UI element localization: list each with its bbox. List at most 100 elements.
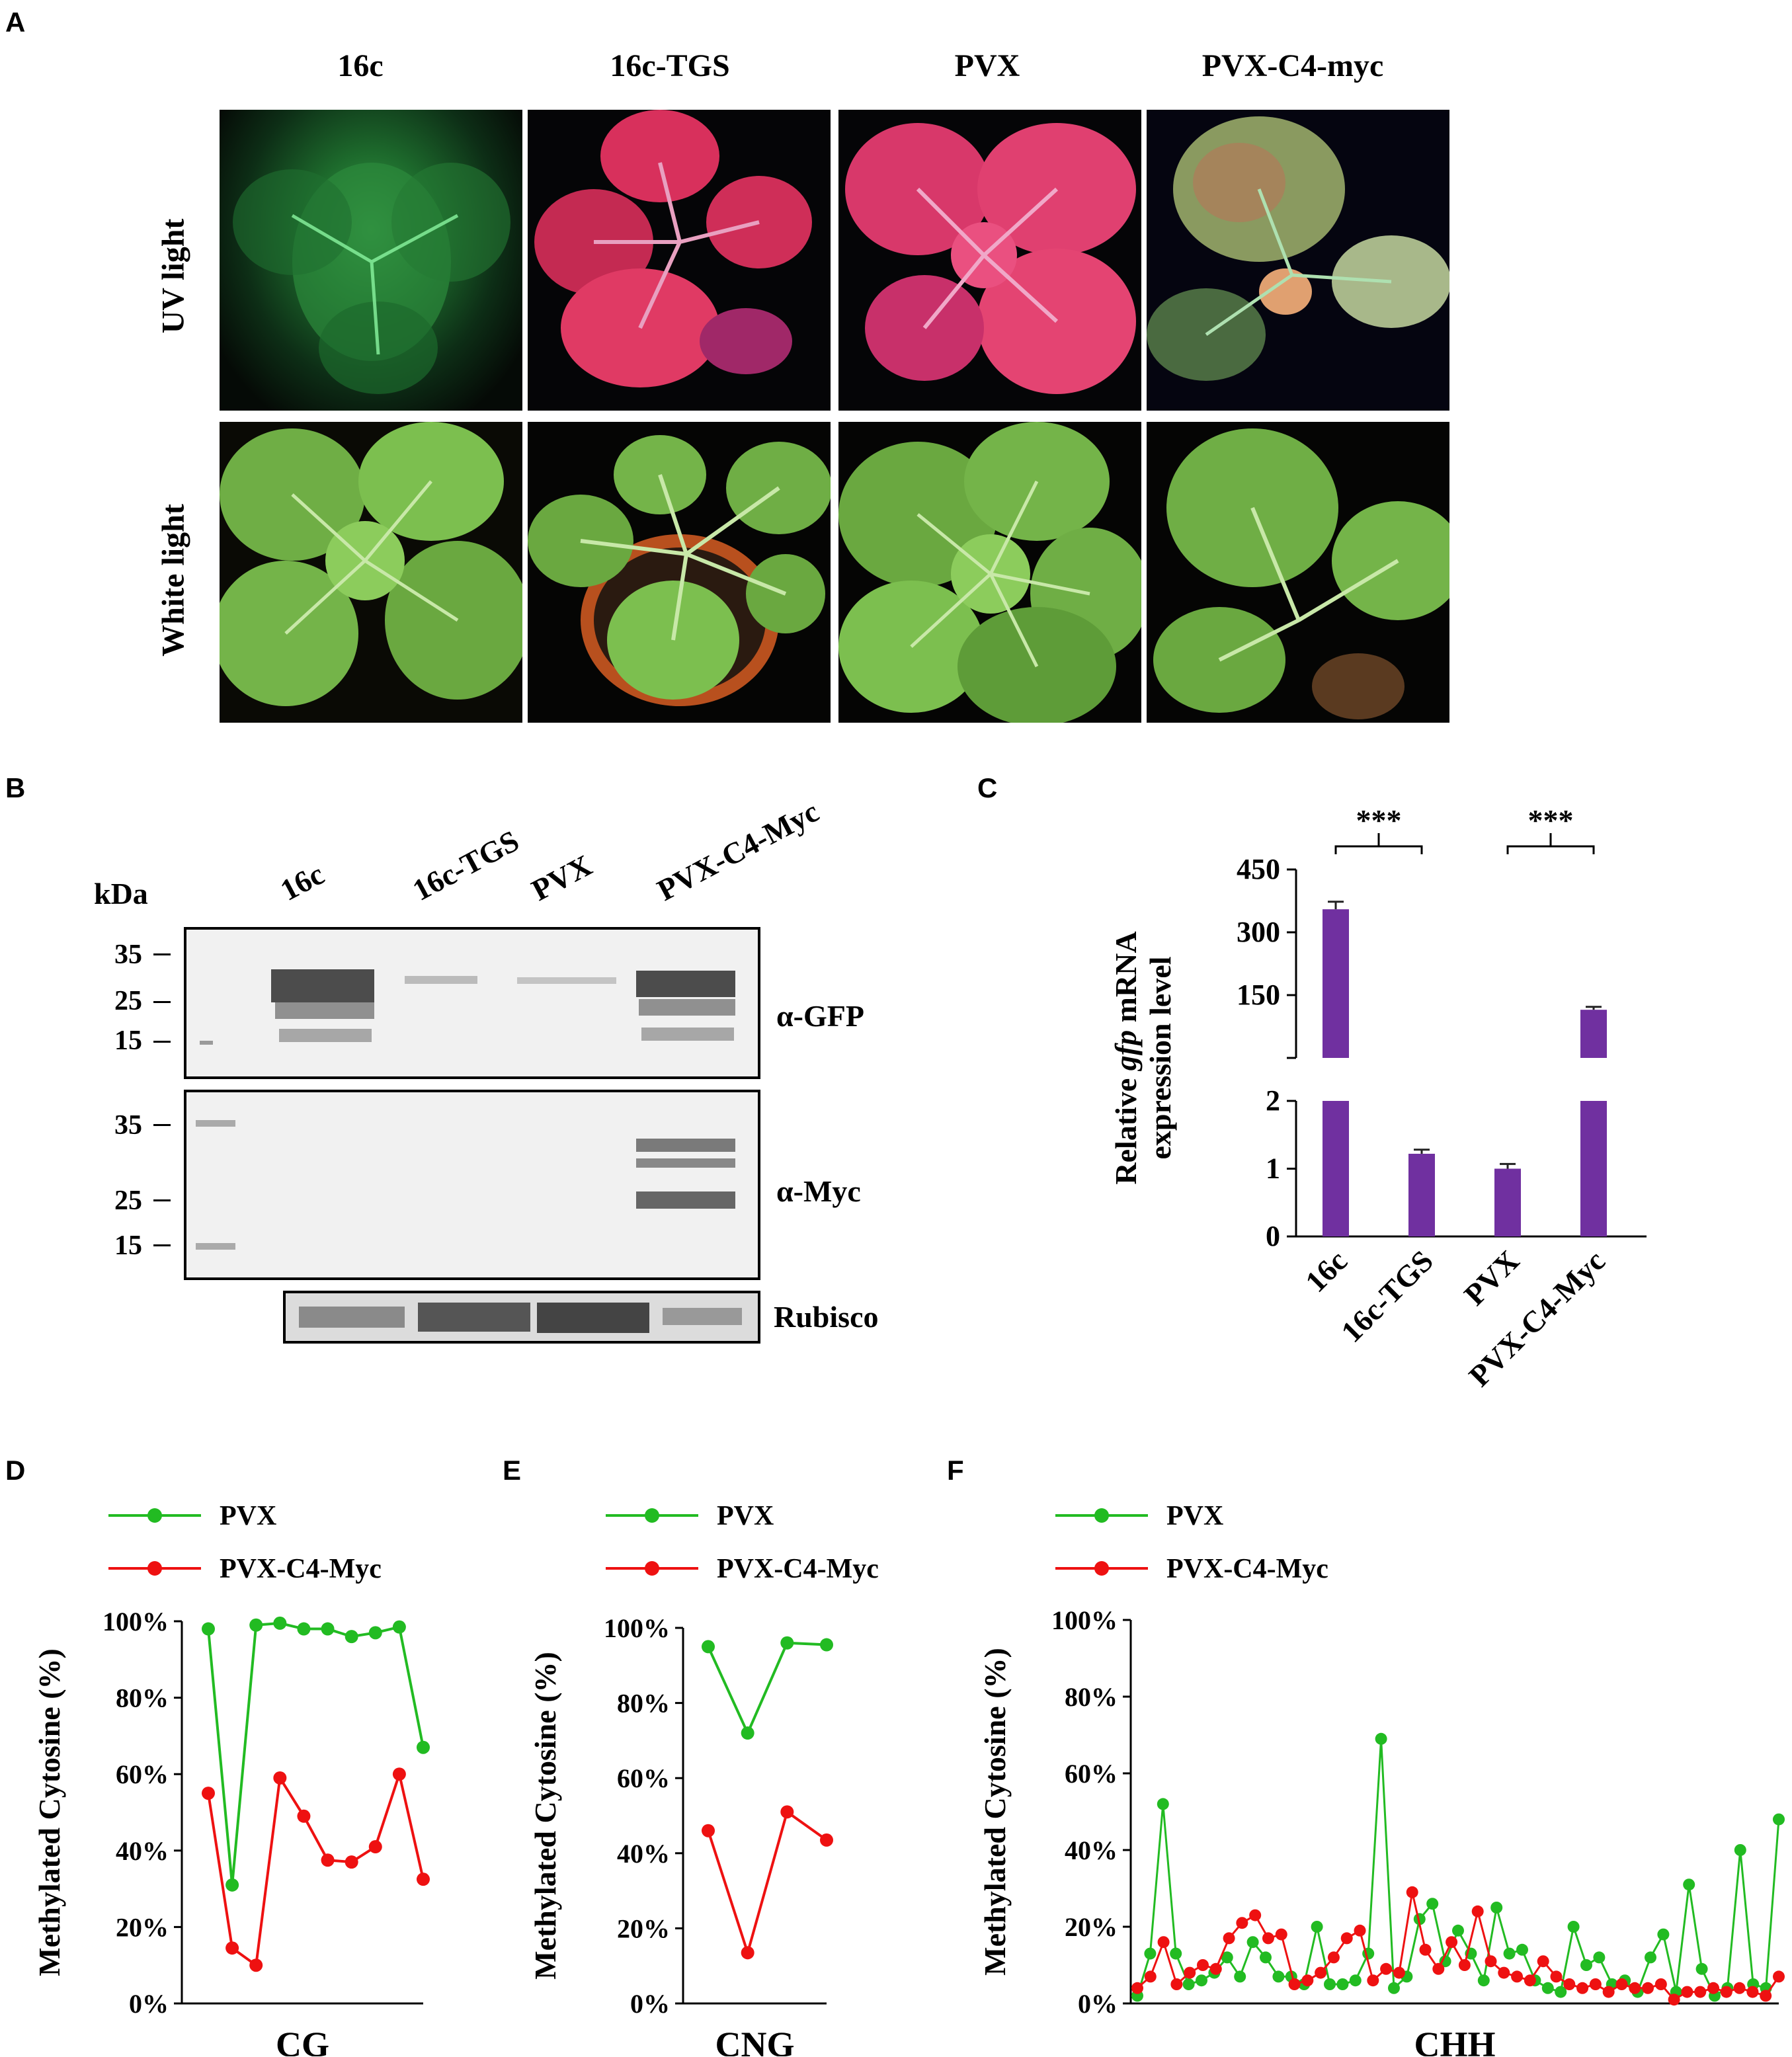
data-point: [1746, 1986, 1759, 1998]
col-header-16c: 16c: [337, 48, 384, 83]
data-point: [1311, 1921, 1323, 1933]
y-tick-label: 300: [1237, 916, 1280, 948]
data-point: [1490, 1902, 1503, 1914]
lane-label-pvx-c4-myc: PVX-C4-Myc: [651, 794, 825, 908]
data-point: [1593, 1951, 1606, 1964]
data-point: [321, 1853, 335, 1867]
data-point: [1196, 1959, 1209, 1971]
rubisco-label: Rubisco: [774, 1300, 879, 1334]
data-point: [1485, 1955, 1497, 1968]
data-point: [1524, 1974, 1536, 1987]
bar: [1408, 1153, 1435, 1236]
data-point: [1555, 1986, 1567, 1998]
x-category-label: 16c: [1299, 1244, 1354, 1299]
data-point: [1170, 1978, 1183, 1990]
photo-uv-pvx: [838, 110, 1141, 411]
antibody-gfp-label: α-GFP: [776, 999, 864, 1033]
data-point: [202, 1787, 215, 1800]
data-point: [1498, 1966, 1510, 1979]
marker-tick: [153, 1041, 171, 1043]
data-point: [1131, 1982, 1143, 1994]
bar-upper: [1580, 1010, 1607, 1058]
data-point: [741, 1726, 754, 1740]
data-point: [780, 1636, 794, 1650]
data-point: [1695, 1962, 1708, 1975]
line-chart-cg: PVX PVX-C4-Myc 0% 20% 40% 60% 80% 100% Methylate…: [32, 1501, 430, 2056]
x-axis-label: CNG: [715, 2025, 795, 2056]
bar: [1494, 1168, 1521, 1236]
significance-bracket: [1506, 833, 1595, 854]
blot-gfp: [184, 927, 760, 1079]
data-point: [1580, 1959, 1592, 1971]
data-point: [1452, 1924, 1464, 1937]
y-tick-label: 0%: [630, 1989, 670, 2019]
marker-tick: [153, 1244, 171, 1246]
line-chart-chh: PVX PVX-C4-Myc 0% 20% 40% 60% 80% 100% Methylate…: [978, 1501, 1785, 2056]
data-point: [1184, 1966, 1196, 1979]
y-tick-label: 100%: [604, 1613, 670, 1643]
data-point: [1629, 1982, 1641, 1994]
col-header-pvx-c4-myc: PVX-C4-myc: [1201, 48, 1384, 83]
data-point: [1683, 1878, 1695, 1891]
blot-bands: [200, 969, 735, 1045]
data-point: [225, 1878, 239, 1892]
bar-lower: [1580, 1101, 1607, 1236]
data-point: [1157, 1798, 1169, 1810]
significance-bracket: [1334, 833, 1423, 854]
data-point: [1773, 1813, 1785, 1826]
legend-label: PVX-C4-Myc: [1166, 1554, 1328, 1584]
data-point: [1760, 1990, 1772, 2002]
data-point: [1349, 1974, 1362, 1987]
marker-gfp-35: 35: [114, 940, 142, 970]
data-point: [1388, 1982, 1400, 1994]
y-tick-label: 60%: [116, 1759, 169, 1789]
y-tick-label: 0: [1266, 1220, 1280, 1252]
leaf-illustration: [1153, 428, 1449, 719]
y-tick-label: 100%: [1051, 1605, 1118, 1635]
data-point: [1773, 1970, 1785, 1983]
legend-marker: [645, 1508, 659, 1523]
legend-label: PVX-C4-Myc: [717, 1554, 879, 1584]
data-point: [1182, 1978, 1195, 1990]
data-point: [1471, 1905, 1484, 1917]
data-point: [1393, 1966, 1405, 1979]
marker-myc-25: 25: [114, 1186, 142, 1216]
data-point: [225, 1941, 239, 1955]
data-point: [1367, 1974, 1379, 1987]
data-point: [1144, 1970, 1157, 1983]
data-point: [249, 1618, 263, 1632]
y-tick-label: 20%: [116, 1912, 169, 1942]
data-point: [1432, 1962, 1445, 1975]
data-point: [1516, 1943, 1528, 1956]
leaf-illustration: [220, 422, 522, 706]
panel-label-f: F: [947, 1455, 964, 1486]
x-axis-label: CG: [276, 2025, 329, 2056]
data-point: [368, 1840, 382, 1854]
data-point: [1511, 1970, 1524, 1983]
y-tick-label: 40%: [1065, 1835, 1118, 1865]
line-chart-cng: PVX PVX-C4-Myc 0% 20% 40% 60% 80% 100% Methylate…: [528, 1501, 879, 2056]
blot-myc: [184, 1090, 760, 1280]
data-point: [1324, 1978, 1336, 1990]
data-point: [1315, 1966, 1327, 1979]
data-point: [1503, 1947, 1516, 1960]
data-point: [1550, 1970, 1563, 1983]
data-point: [1576, 1982, 1589, 1994]
marker-tick: [153, 953, 171, 955]
data-point: [1234, 1970, 1246, 1983]
x-category-label: PVX: [1457, 1244, 1526, 1312]
data-point: [297, 1622, 311, 1636]
data-point: [1196, 1974, 1207, 1987]
y-tick-label: 80%: [116, 1683, 169, 1713]
data-point: [1426, 1898, 1439, 1910]
data-point: [1541, 1982, 1554, 1994]
data-point: [1336, 1978, 1349, 1990]
y-axis-label: Methylated Cytosine (%): [32, 1648, 66, 1976]
leaf-illustration: [845, 123, 1136, 394]
lane-label-16c: 16c: [274, 856, 330, 908]
data-point: [417, 1740, 430, 1754]
data-point: [321, 1622, 335, 1636]
data-point: [1272, 1970, 1285, 1983]
data-point: [1615, 1978, 1628, 1990]
panel-label-d: D: [5, 1455, 26, 1486]
